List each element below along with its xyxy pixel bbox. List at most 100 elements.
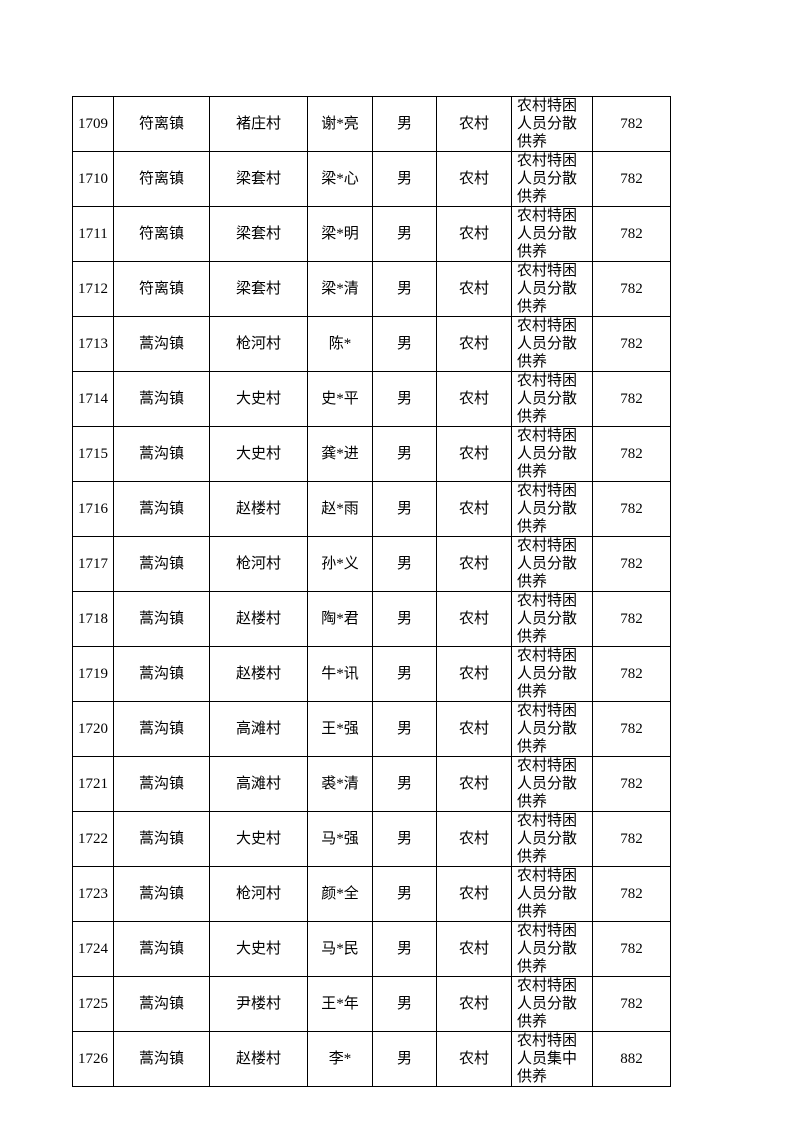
gender: 男: [372, 591, 437, 647]
row-number: 1717: [72, 536, 114, 592]
town: 蒿沟镇: [113, 481, 210, 537]
gender: 男: [372, 151, 437, 207]
support-type: 农村特困人员集中供养: [511, 1031, 593, 1087]
gender: 男: [372, 261, 437, 317]
household-type: 农村: [436, 646, 512, 702]
table-row: 1712 符离镇 梁套村 梁*清男农村 农村特困人员分散供养 782: [72, 261, 671, 317]
household-type: 农村: [436, 1031, 512, 1087]
town: 蒿沟镇: [113, 866, 210, 922]
person-name: 裘*清: [307, 756, 373, 812]
household-type: 农村: [436, 536, 512, 592]
village: 尹楼村: [209, 976, 308, 1032]
household-type: 农村: [436, 921, 512, 977]
household-type: 农村: [436, 206, 512, 262]
village: 高滩村: [209, 756, 308, 812]
town: 蒿沟镇: [113, 1031, 210, 1087]
data-table: 1709 符离镇 褚庄村 谢*亮男农村 农村特困人员分散供养 782 1710 符离镇 梁套村梁…: [72, 96, 671, 1087]
gender: 男: [372, 921, 437, 977]
town: 蒿沟镇: [113, 591, 210, 647]
gender: 男: [372, 701, 437, 757]
household-type: 农村: [436, 96, 512, 152]
amount: 782: [592, 536, 671, 592]
gender: 男: [372, 426, 437, 482]
amount: 782: [592, 261, 671, 317]
row-number: 1710: [72, 151, 114, 207]
row-number: 1718: [72, 591, 114, 647]
town: 蒿沟镇: [113, 976, 210, 1032]
village: 赵楼村: [209, 1031, 308, 1087]
amount: 782: [592, 206, 671, 262]
amount: 782: [592, 646, 671, 702]
household-type: 农村: [436, 371, 512, 427]
town: 蒿沟镇: [113, 316, 210, 372]
person-name: 王*年: [307, 976, 373, 1032]
row-number: 1724: [72, 921, 114, 977]
household-type: 农村: [436, 426, 512, 482]
household-type: 农村: [436, 591, 512, 647]
row-number: 1709: [72, 96, 114, 152]
amount: 782: [592, 151, 671, 207]
village: 枪河村: [209, 536, 308, 592]
household-type: 农村: [436, 701, 512, 757]
person-name: 马*民: [307, 921, 373, 977]
gender: 男: [372, 866, 437, 922]
amount: 782: [592, 921, 671, 977]
support-type: 农村特困人员分散供养: [511, 481, 593, 537]
row-number: 1713: [72, 316, 114, 372]
table-row: 1716 蒿沟镇 赵楼村 赵*雨男农村 农村特困人员分散供养 782: [72, 481, 671, 537]
village: 枪河村: [209, 866, 308, 922]
person-name: 陶*君: [307, 591, 373, 647]
support-type: 农村特困人员分散供养: [511, 316, 593, 372]
village: 梁套村: [209, 261, 308, 317]
amount: 782: [592, 426, 671, 482]
row-number: 1711: [72, 206, 114, 262]
support-type: 农村特困人员分散供养: [511, 536, 593, 592]
village: 赵楼村: [209, 646, 308, 702]
amount: 782: [592, 481, 671, 537]
household-type: 农村: [436, 866, 512, 922]
household-type: 农村: [436, 261, 512, 317]
town: 符离镇: [113, 261, 210, 317]
village: 梁套村: [209, 206, 308, 262]
table-row: 1717 蒿沟镇 枪河村 孙*义男农村 农村特困人员分散供养 782: [72, 536, 671, 592]
person-name: 梁*心: [307, 151, 373, 207]
amount: 782: [592, 811, 671, 867]
support-type: 农村特困人员分散供养: [511, 206, 593, 262]
town: 符离镇: [113, 151, 210, 207]
support-type: 农村特困人员分散供养: [511, 646, 593, 702]
village: 枪河村: [209, 316, 308, 372]
row-number: 1712: [72, 261, 114, 317]
village: 赵楼村: [209, 481, 308, 537]
table-row: 1725 蒿沟镇 尹楼村 王*年男农村 农村特困人员分散供养 782: [72, 976, 671, 1032]
person-name: 梁*明: [307, 206, 373, 262]
support-type: 农村特困人员分散供养: [511, 756, 593, 812]
village: 高滩村: [209, 701, 308, 757]
row-number: 1714: [72, 371, 114, 427]
village: 赵楼村: [209, 591, 308, 647]
amount: 782: [592, 96, 671, 152]
household-type: 农村: [436, 976, 512, 1032]
village: 大史村: [209, 811, 308, 867]
amount: 782: [592, 701, 671, 757]
person-name: 赵*雨: [307, 481, 373, 537]
town: 蒿沟镇: [113, 921, 210, 977]
amount: 782: [592, 316, 671, 372]
person-name: 李*: [307, 1031, 373, 1087]
town: 蒿沟镇: [113, 426, 210, 482]
amount: 782: [592, 371, 671, 427]
town: 符离镇: [113, 206, 210, 262]
household-type: 农村: [436, 756, 512, 812]
support-type: 农村特困人员分散供养: [511, 96, 593, 152]
town: 蒿沟镇: [113, 371, 210, 427]
support-type: 农村特困人员分散供养: [511, 261, 593, 317]
amount: 782: [592, 976, 671, 1032]
table-row: 1721 蒿沟镇 高滩村 裘*清男农村 农村特困人员分散供养 782: [72, 756, 671, 812]
person-name: 谢*亮: [307, 96, 373, 152]
table-row: 1710 符离镇 梁套村 梁*心男农村 农村特困人员分散供养 782: [72, 151, 671, 207]
support-type: 农村特困人员分散供养: [511, 811, 593, 867]
person-name: 陈*: [307, 316, 373, 372]
support-type: 农村特困人员分散供养: [511, 591, 593, 647]
table-row: 1711 符离镇 梁套村 梁*明男农村 农村特困人员分散供养 782: [72, 206, 671, 262]
row-number: 1722: [72, 811, 114, 867]
